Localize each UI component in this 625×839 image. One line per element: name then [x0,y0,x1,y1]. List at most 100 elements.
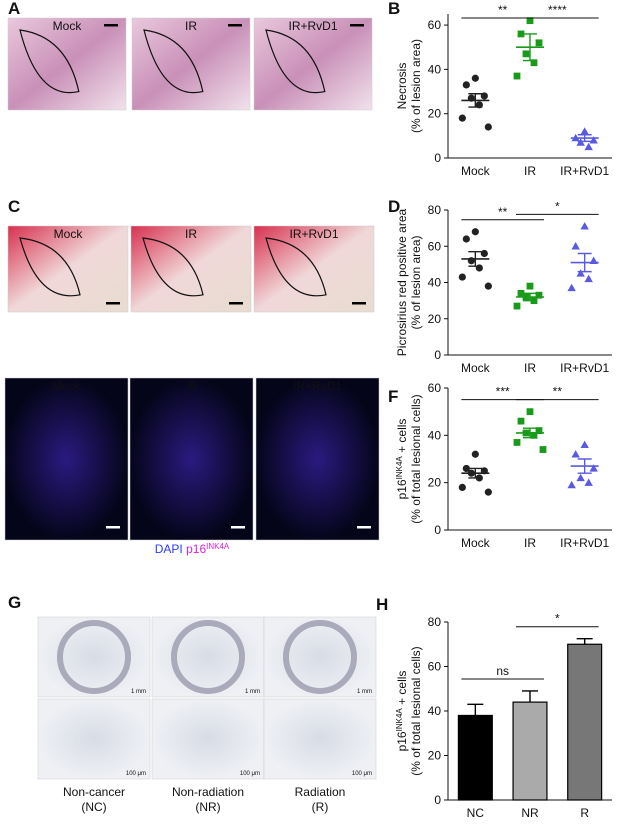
y-tick-label: 60 [428,239,442,253]
text-part: p16 [395,731,409,751]
y-tick-label: 20 [428,312,442,326]
bar [457,714,493,801]
text-part: + cells [395,671,409,709]
image-label: Radiation [295,785,346,799]
micrograph [131,17,251,111]
data-point [571,242,580,250]
x-tick-label: IR [524,361,536,375]
y-axis-label: (% of lesion area) [409,235,423,329]
scale-bar [352,302,366,305]
legend-part: p16 [186,542,206,556]
data-point [526,408,534,416]
micrograph [4,377,129,541]
x-tick-label: IR+RvD1 [560,164,609,178]
image-label: Mock [53,19,83,33]
data-point [580,222,589,230]
data-point [462,464,470,473]
data-point [530,431,538,439]
data-point [484,282,492,290]
data-point [471,228,479,236]
error-bar [467,703,484,716]
data-point [458,273,466,281]
text-part: p16 [395,479,409,499]
data-point [580,127,589,135]
text-part: INK4A [395,456,404,480]
data-point [517,289,525,297]
x-tick-label: IR [524,536,536,550]
text-part: + cells [395,419,409,457]
y-tick-label: 0 [434,348,441,362]
data-point [517,30,525,38]
image-label: IR [185,19,197,33]
image-label: IR [186,379,198,393]
data-point [480,249,488,258]
error-bar [577,134,592,143]
scale-bar [357,526,371,529]
y-axis-label: (% of total lesional cells) [409,646,423,775]
data-point [462,81,470,89]
image-label: IR [185,227,197,241]
error-bar [576,637,593,645]
lesion-outline [265,29,326,94]
error-bar [577,458,592,474]
scale-bar [229,302,243,305]
significance-label: **** [548,3,567,17]
image-label: (NC) [81,800,106,814]
significance-label: ** [498,3,508,17]
micrograph [7,225,129,313]
micrograph [37,616,151,698]
scale-bar [106,302,120,305]
significance-label: * [555,199,560,213]
bar [512,701,548,801]
vessel [171,620,245,694]
y-tick-label: 60 [428,18,442,32]
legend-part: DAPI [155,542,183,556]
error-bar [523,292,537,302]
data-point [471,450,479,458]
text-part: (% of total lesional cells) [409,646,423,775]
micrograph [263,616,377,698]
scale-label: 1 mm [131,689,146,695]
significance-label: * [555,612,560,626]
panel-letter: C [8,197,20,216]
micrograph [253,225,375,313]
y-axis-label: p16INK4A + cells [395,671,410,752]
y-axis-label: Picrosirius red positive area [395,208,409,356]
bar [567,643,603,801]
data-point [471,74,479,82]
data-point [567,480,576,489]
legend-part: INK4A [206,542,230,551]
data-point [535,427,543,434]
scale-label: 100 μm [240,771,260,777]
data-point [589,136,598,144]
lesion-outline [19,237,81,297]
scale-bar [228,24,242,27]
micrograph [151,616,265,698]
y-axis-label: (% of total lesional cells) [409,394,423,523]
panel-letter: G [8,593,21,612]
scale-label: 100 μm [126,771,146,777]
x-tick-label: IR+RvD1 [560,536,609,550]
data-point [526,17,534,25]
data-point [535,39,543,47]
error-bar [522,690,538,703]
data-point [567,283,576,292]
scale-bar [106,526,120,529]
data-point [576,269,585,277]
vessel [283,620,357,694]
data-point [530,59,538,67]
data-point [571,450,580,458]
x-tick-label: IR [524,164,536,178]
data-point [584,478,593,486]
image-label: Non-radiation [172,785,244,799]
micrograph [130,225,252,313]
micrograph [253,17,373,111]
data-point [584,142,593,151]
error-bar [468,467,483,479]
text-part: INK4A [395,708,404,732]
error-bar [468,250,483,267]
data-point [484,123,492,131]
lesion-outline [265,237,327,297]
text-part: (% of lesion area) [409,39,423,133]
